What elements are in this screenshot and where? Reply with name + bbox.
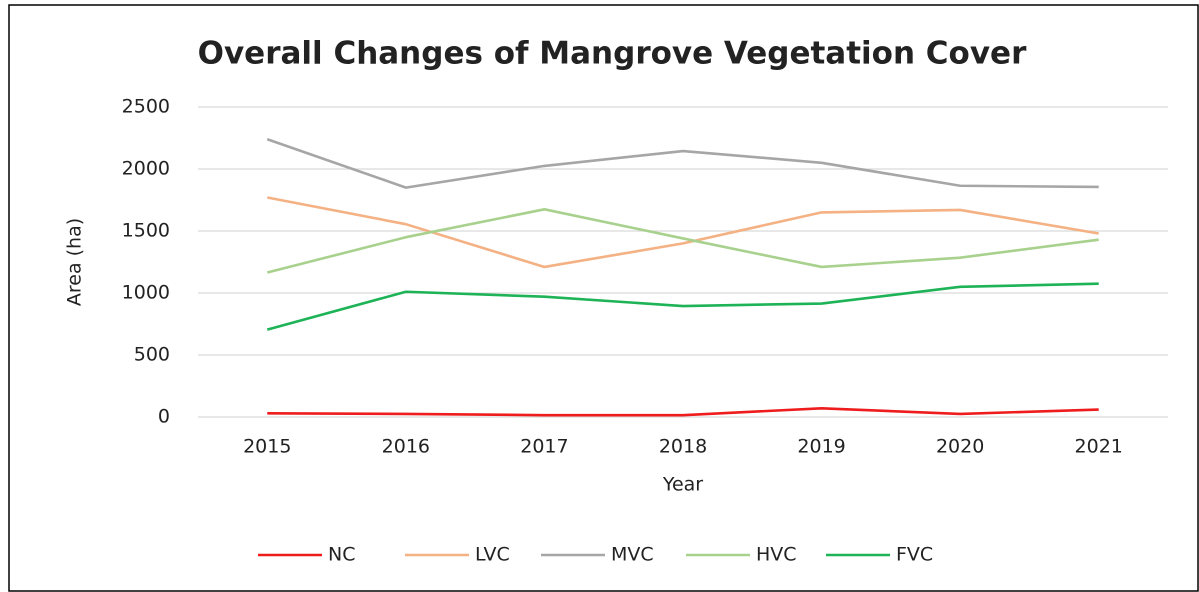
y-tick-label: 1000 (122, 282, 170, 304)
data-line (267, 407, 1099, 417)
x-tick-label: 2019 (797, 436, 845, 458)
y-tick-label: 500 (134, 344, 170, 366)
y-tick-label: 1500 (122, 220, 170, 242)
y-tick-label: 2500 (122, 96, 170, 118)
y-tick-label: 2000 (122, 158, 170, 180)
data-line (267, 196, 1099, 269)
legend-label: MVC (611, 544, 654, 566)
data-line (266, 138, 1099, 189)
x-tick-label: 2016 (382, 436, 430, 458)
legend-label: LVC (475, 544, 510, 566)
y-axis-title: Area (ha) (64, 218, 86, 306)
legend-label: NC (328, 544, 355, 566)
x-tick-label: 2018 (659, 436, 707, 458)
x-tick-label: 2020 (936, 436, 984, 458)
y-tick-label: 0 (158, 406, 170, 428)
chart-title: Overall Changes of Mangrove Vegetation C… (198, 36, 1027, 72)
x-axis-title: Year (662, 474, 703, 496)
x-tick-label: 2015 (243, 436, 291, 458)
x-tick-label: 2021 (1075, 436, 1123, 458)
chart-border (8, 4, 1199, 592)
legend-label: HVC (756, 544, 797, 566)
data-line (266, 282, 1099, 331)
legend-label: FVC (896, 544, 933, 566)
data-line (266, 208, 1099, 274)
x-tick-label: 2017 (520, 436, 568, 458)
